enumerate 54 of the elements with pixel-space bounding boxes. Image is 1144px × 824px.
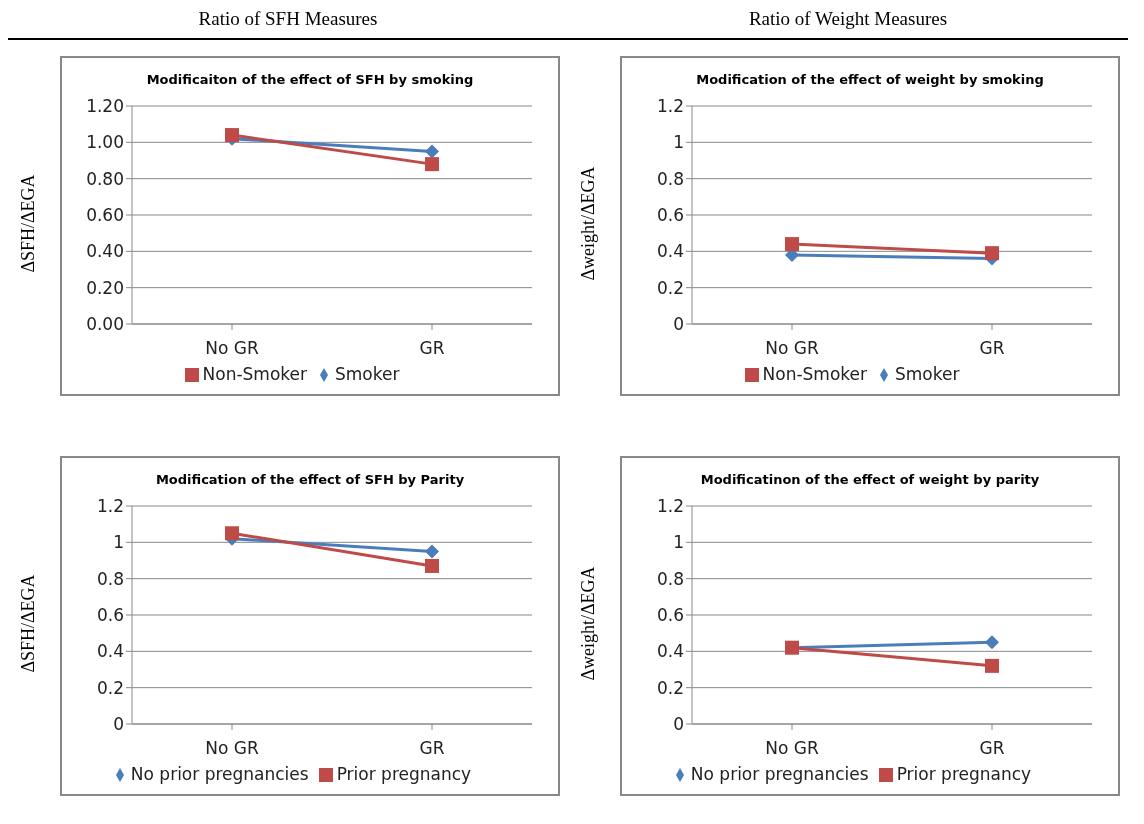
- legend-label: Non-Smoker: [762, 364, 867, 384]
- x-tick-label: No GR: [765, 738, 819, 759]
- x-tick-label: GR: [419, 738, 445, 759]
- x-tick-label: GR: [979, 738, 1005, 759]
- y-tick-label: 0.8: [96, 568, 124, 589]
- chart-title: Modification of the effect of weight by smoking: [695, 72, 1045, 89]
- y-tick-label: 0: [673, 314, 684, 335]
- text: Ratio of SFH Measures: [198, 8, 378, 29]
- y-tick-label: 0.2: [96, 677, 124, 698]
- x-tick-label: GR: [419, 338, 445, 359]
- y-tick-label: 0.6: [656, 205, 684, 226]
- chart-title: Modificatinon of the effect of weight by parity: [699, 472, 1041, 489]
- x-tick-label: GR: [979, 338, 1005, 359]
- y-tick-label: 0.00: [86, 314, 124, 335]
- y-tick-label: 0.6: [656, 605, 684, 626]
- legend-label: No prior pregnancies: [130, 764, 309, 784]
- legend-label: Prior pregnancy: [336, 764, 472, 784]
- y-tick-label: 0.8: [656, 168, 684, 189]
- chart-title: Modificaiton of the effect of SFH by smoking: [145, 72, 475, 89]
- y-tick-label: 0.40: [86, 241, 124, 262]
- y-tick-label: 0.2: [656, 277, 684, 298]
- y-tick-label: 0.60: [86, 205, 124, 226]
- y-tick-label: 0.2: [656, 677, 684, 698]
- y-axis-title: Δweight/ΔEGA: [577, 565, 599, 681]
- y-tick-label: 1.2: [96, 496, 124, 517]
- x-tick-label: No GR: [205, 338, 259, 359]
- y-tick-label: 0.6: [96, 605, 124, 626]
- y-tick-label: 1.2: [656, 496, 684, 517]
- text: Ratio of Weight Measures: [748, 8, 948, 29]
- y-tick-label: 0.20: [86, 277, 124, 298]
- y-axis-title: ΔSFH/ΔEGA: [17, 173, 39, 273]
- chart-title: Modification of the effect of SFH by Parity: [154, 472, 466, 489]
- y-tick-label: 0.4: [656, 641, 684, 662]
- y-tick-label: 1.00: [86, 132, 124, 153]
- y-tick-label: 1: [673, 132, 684, 153]
- legend-label: Non-Smoker: [202, 364, 307, 384]
- y-tick-label: 1: [113, 532, 124, 553]
- y-tick-label: 1.20: [86, 96, 124, 117]
- y-tick-label: 1.2: [656, 96, 684, 117]
- y-axis-title: Δweight/ΔEGA: [577, 165, 599, 281]
- x-tick-label: No GR: [765, 338, 819, 359]
- y-tick-label: 1: [673, 532, 684, 553]
- y-tick-label: 0.8: [656, 568, 684, 589]
- legend-label: Smoker: [335, 364, 400, 384]
- y-tick-label: 0: [113, 714, 124, 735]
- y-tick-label: 0.4: [96, 641, 124, 662]
- y-axis-title: ΔSFH/ΔEGA: [17, 573, 39, 673]
- legend-label: No prior pregnancies: [690, 764, 869, 784]
- y-tick-label: 0.4: [656, 241, 684, 262]
- y-tick-label: 0.80: [86, 168, 124, 189]
- y-tick-label: 0: [673, 714, 684, 735]
- legend-label: Prior pregnancy: [896, 764, 1032, 784]
- legend-label: Smoker: [895, 364, 960, 384]
- x-tick-label: No GR: [205, 738, 259, 759]
